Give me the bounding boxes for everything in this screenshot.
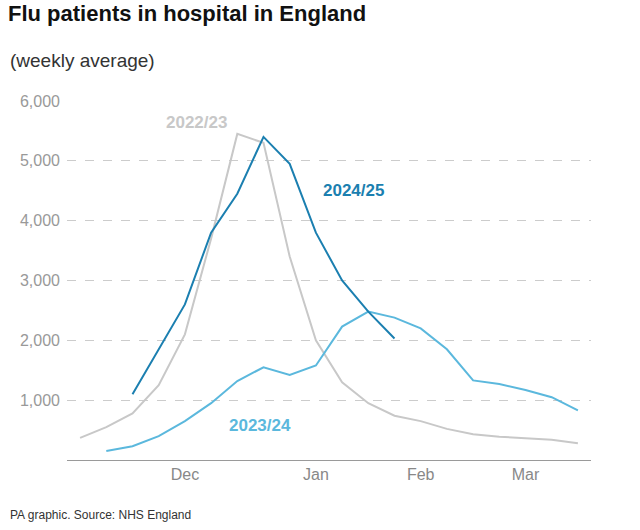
svg-text:2022/23: 2022/23 [166,113,227,132]
svg-text:(weekly average): (weekly average) [10,50,155,71]
svg-text:3,000: 3,000 [20,272,60,289]
svg-text:Feb: Feb [407,466,435,483]
svg-text:2024/25: 2024/25 [323,181,384,200]
svg-text:PA graphic. Source: NHS Englan: PA graphic. Source: NHS England [10,508,191,522]
svg-text:Jan: Jan [303,466,329,483]
svg-text:2,000: 2,000 [20,332,60,349]
svg-text:Flu patients in hospital in En: Flu patients in hospital in England [8,1,366,26]
svg-text:5,000: 5,000 [20,152,60,169]
svg-text:6,000: 6,000 [20,93,60,110]
svg-text:4,000: 4,000 [20,212,60,229]
svg-text:2023/24: 2023/24 [229,416,291,435]
svg-text:Mar: Mar [512,466,540,483]
svg-text:1,000: 1,000 [20,392,60,409]
svg-text:Dec: Dec [171,466,199,483]
